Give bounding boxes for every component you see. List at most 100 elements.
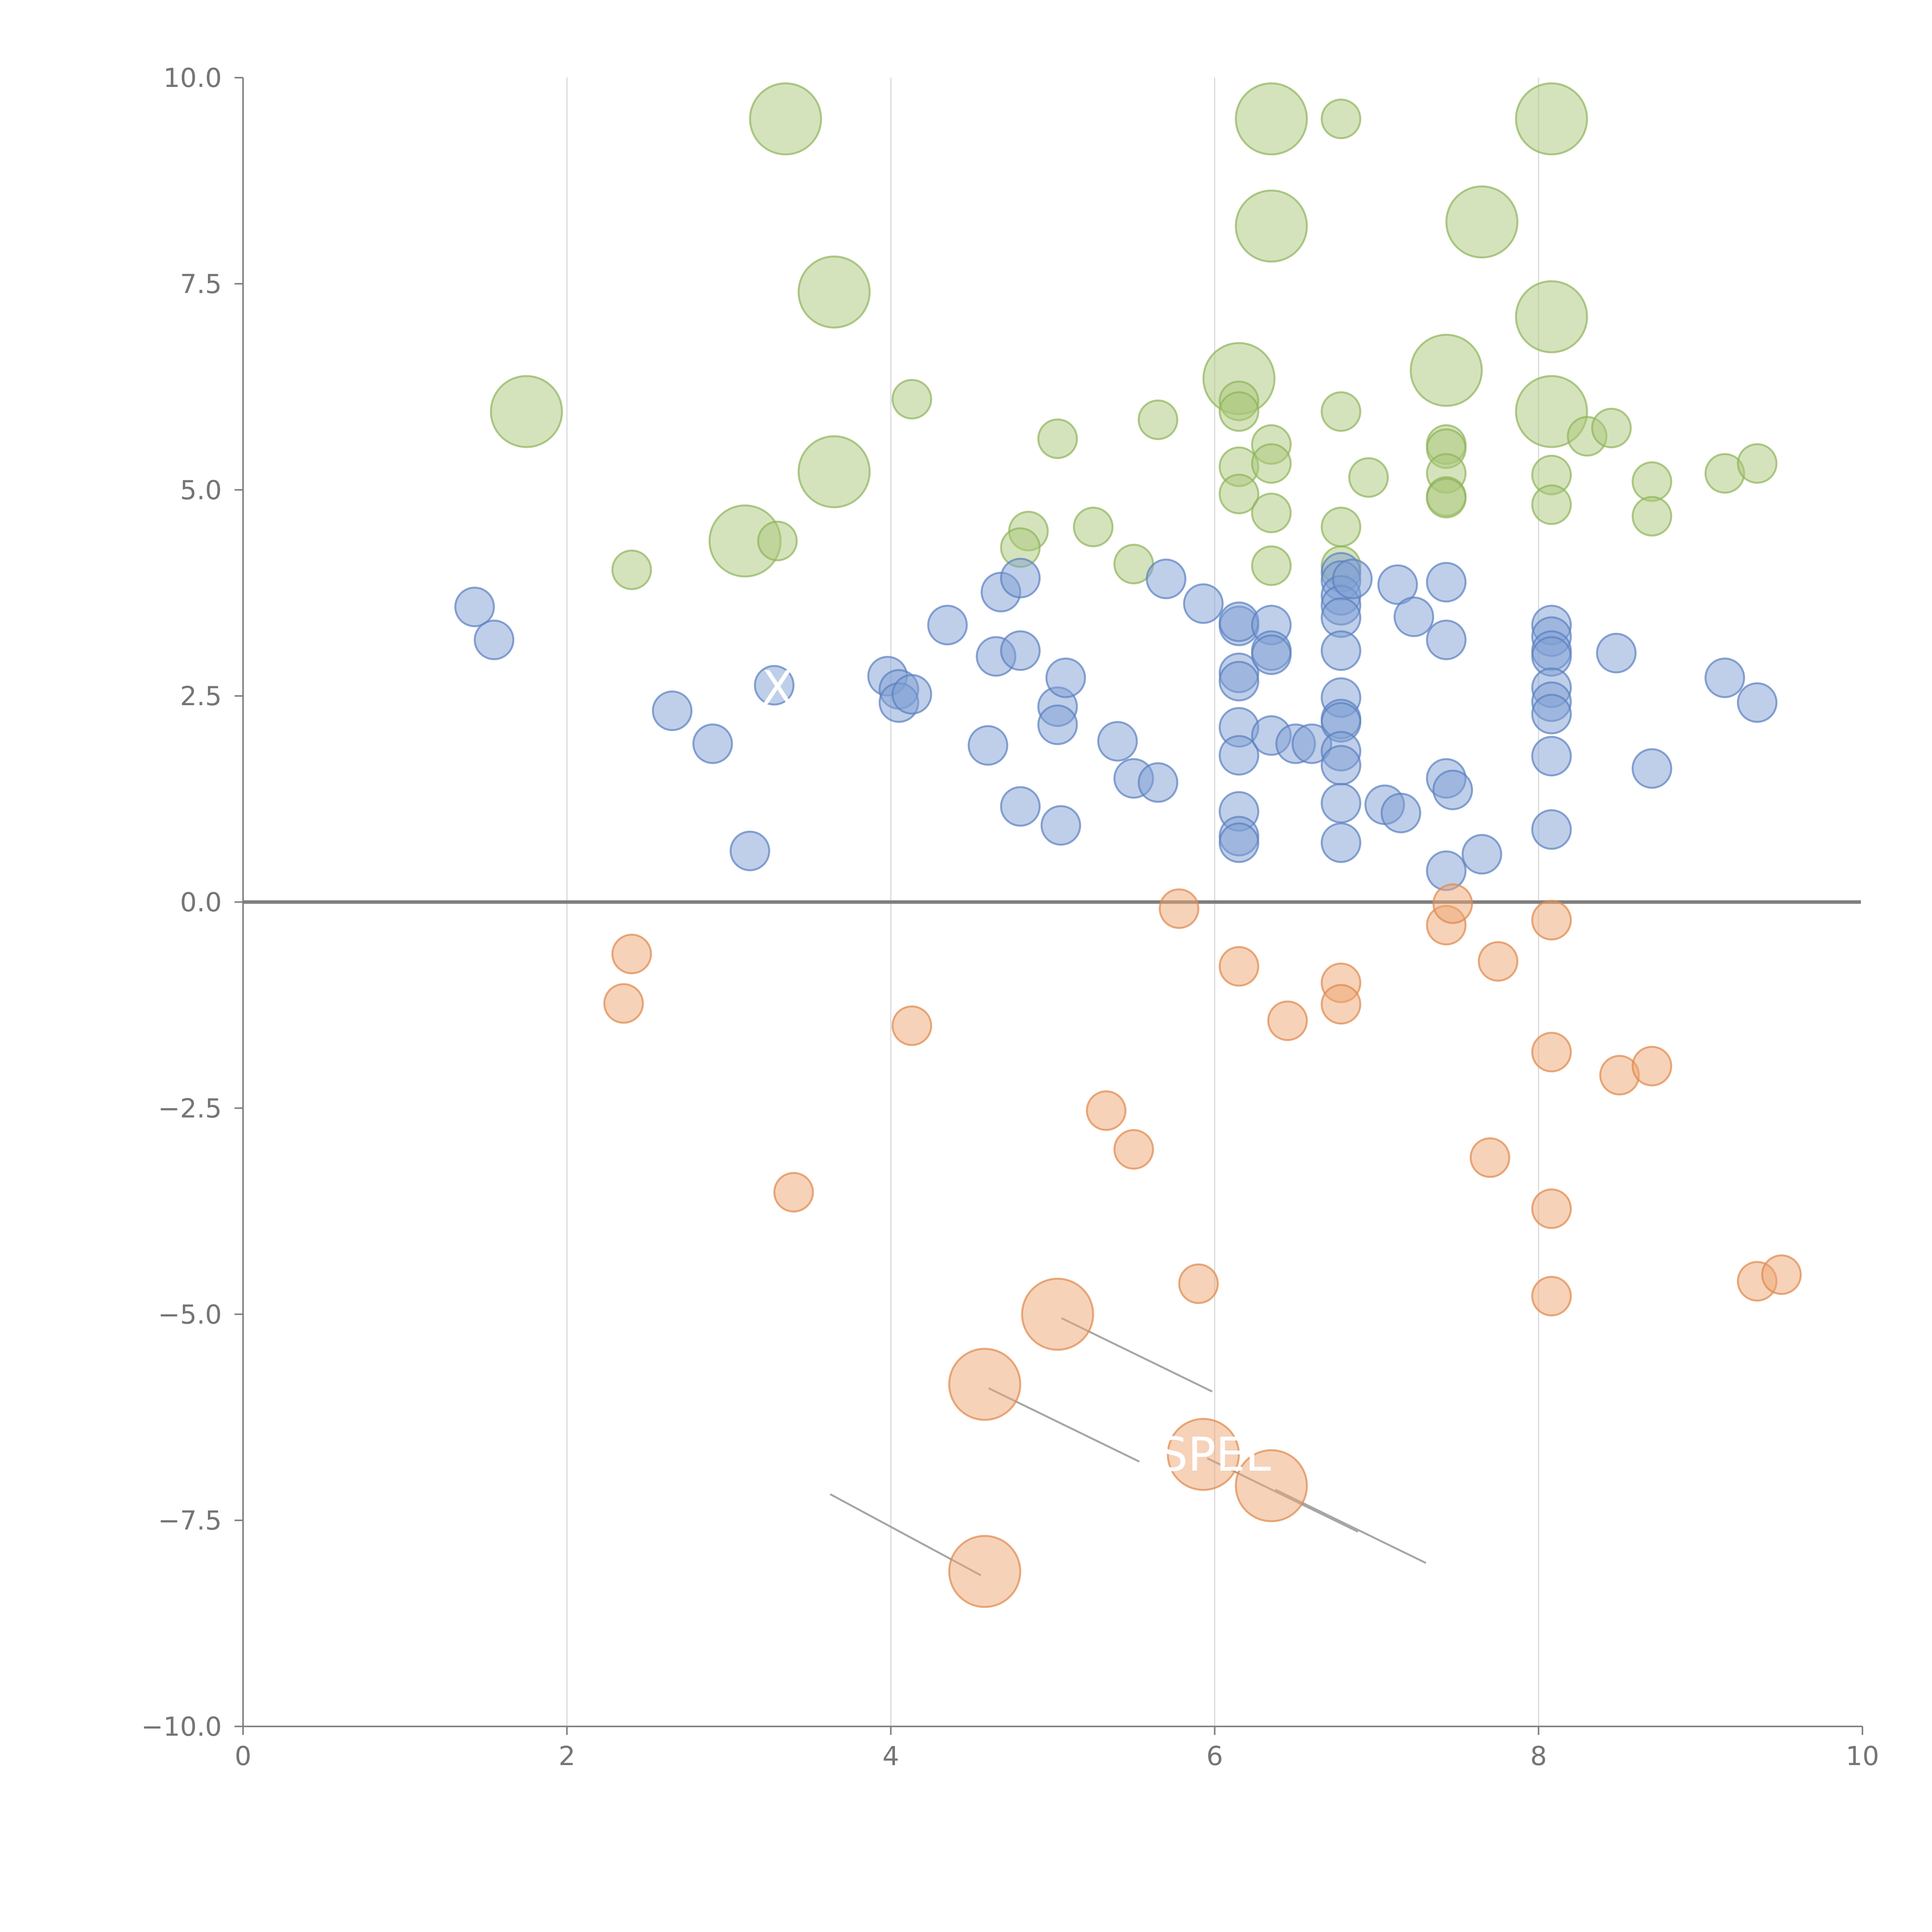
blue-bubble xyxy=(1426,619,1467,660)
blue-bubble xyxy=(1000,630,1041,671)
blue-bubble xyxy=(1251,634,1292,675)
blue-bubble xyxy=(1426,562,1467,603)
orange-bubble xyxy=(948,1348,1021,1421)
orange-bubble xyxy=(1469,1137,1510,1178)
green-bubble xyxy=(749,82,822,156)
green-bubble xyxy=(798,435,871,509)
orange-bubble xyxy=(1178,1263,1219,1304)
green-bubble xyxy=(757,520,798,561)
green-bubble xyxy=(1320,99,1361,139)
bubble-label: X xyxy=(762,662,793,715)
x-tick-label: 0 xyxy=(235,1741,251,1772)
orange-bubble xyxy=(1320,984,1361,1025)
y-tick-label: −10.0 xyxy=(141,1712,222,1742)
green-bubble xyxy=(1073,507,1114,548)
blue-bubble xyxy=(968,725,1009,766)
blue-bubble xyxy=(1426,850,1467,891)
green-bubble xyxy=(611,549,652,590)
green-bubble xyxy=(1445,185,1519,259)
green-bubble xyxy=(1138,399,1179,440)
blue-bubble xyxy=(1218,822,1259,863)
green-bubble xyxy=(1251,443,1292,484)
blue-bubble xyxy=(1320,745,1361,786)
y-tick-label: −2.5 xyxy=(158,1094,222,1124)
bubble-layer xyxy=(454,82,1802,1608)
green-bubble xyxy=(1235,189,1308,263)
blue-bubble xyxy=(1097,721,1138,762)
orange-bubble xyxy=(773,1172,814,1213)
blue-bubble xyxy=(1000,558,1041,599)
orange-bubble xyxy=(1218,946,1259,987)
x-tick-label: 4 xyxy=(883,1741,899,1772)
blue-bubble xyxy=(1531,694,1572,735)
blue-bubble xyxy=(454,587,495,628)
orange-bubble xyxy=(611,934,652,975)
green-bubble xyxy=(1737,443,1778,484)
orange-bubble xyxy=(1531,1276,1572,1316)
orange-bubble xyxy=(1113,1129,1154,1170)
y-tick-label: 5.0 xyxy=(180,475,222,506)
green-bubble xyxy=(1515,82,1588,156)
orange-bubble xyxy=(1761,1254,1802,1295)
orange-bubble xyxy=(1631,1046,1672,1087)
orange-bubble xyxy=(1531,1188,1572,1229)
blue-bubble xyxy=(754,665,795,706)
blue-bubble xyxy=(1320,782,1361,823)
green-bubble xyxy=(1591,408,1632,449)
blue-bubble xyxy=(1332,558,1373,599)
blue-bubble xyxy=(474,619,515,660)
bubble-label-layer: X SPEL xyxy=(762,662,1271,1482)
x-tick-label: 2 xyxy=(559,1741,575,1772)
green-bubble xyxy=(1320,507,1361,548)
y-tick-label: 0.0 xyxy=(180,888,222,918)
blue-bubble xyxy=(1704,657,1745,698)
blue-bubble xyxy=(1045,657,1086,698)
blue-bubble xyxy=(1183,583,1224,624)
orange-bubble xyxy=(1235,1449,1308,1522)
blue-bubble xyxy=(1000,786,1041,827)
blue-bubble xyxy=(1461,834,1502,875)
green-bubble xyxy=(1037,418,1078,459)
green-bubble xyxy=(1515,280,1588,354)
orange-bubble xyxy=(1478,941,1519,982)
blue-bubble xyxy=(1218,735,1259,776)
blue-bubble xyxy=(1320,630,1361,671)
blue-bubble xyxy=(1037,704,1078,745)
orange-bubble xyxy=(1432,883,1473,924)
green-bubble xyxy=(1348,457,1389,498)
green-bubble xyxy=(490,375,563,448)
green-bubble xyxy=(1410,333,1483,407)
green-bubble xyxy=(1251,492,1292,533)
orange-bubble xyxy=(1167,1418,1240,1491)
blue-bubble xyxy=(1531,809,1572,850)
y-tick-label: −7.5 xyxy=(158,1506,222,1536)
blue-bubble xyxy=(730,830,770,871)
orange-bubble xyxy=(948,1535,1021,1608)
orange-bubble xyxy=(1531,900,1572,940)
blue-bubble xyxy=(1596,633,1637,673)
blue-bubble xyxy=(1377,564,1418,605)
orange-bubble xyxy=(1267,1000,1308,1041)
green-bubble xyxy=(1218,473,1259,514)
blue-bubble xyxy=(1531,736,1572,777)
green-bubble xyxy=(1631,461,1672,502)
green-bubble xyxy=(1218,391,1259,432)
green-bubble xyxy=(891,379,932,420)
blue-bubble xyxy=(927,605,968,646)
orange-bubble xyxy=(891,1005,932,1046)
green-bubble xyxy=(798,255,871,329)
blue-bubble xyxy=(1320,822,1361,863)
bubble-label: SPEL xyxy=(1158,1428,1271,1482)
blue-bubble xyxy=(1393,596,1434,637)
y-tick-label: 10.0 xyxy=(163,63,222,94)
blue-bubble xyxy=(1040,805,1081,846)
orange-bubble xyxy=(1086,1090,1127,1131)
blue-bubble xyxy=(1218,661,1259,702)
green-bubble xyxy=(1320,391,1361,432)
orange-bubble xyxy=(1158,888,1199,929)
x-tick-label: 6 xyxy=(1206,1741,1223,1772)
y-tick-label: −5.0 xyxy=(158,1299,222,1330)
orange-bubble xyxy=(1021,1277,1094,1351)
green-bubble xyxy=(1235,82,1308,156)
